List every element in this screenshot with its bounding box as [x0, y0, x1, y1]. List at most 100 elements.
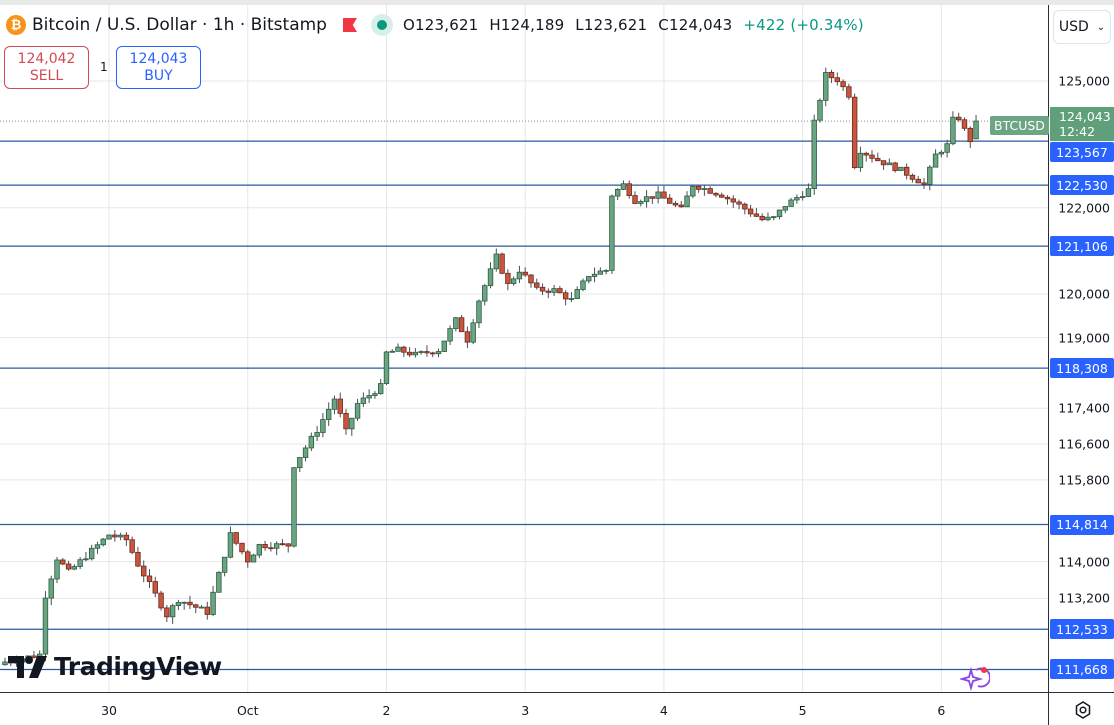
candle-body [435, 351, 442, 355]
candle-up [349, 417, 355, 436]
candle-up [216, 571, 222, 593]
candle-up [354, 398, 361, 422]
time-tick-label: 30 [101, 703, 117, 718]
candle-up [684, 191, 690, 208]
candle-down [736, 199, 742, 210]
candle-up [453, 316, 459, 332]
settings-button[interactable] [1048, 692, 1114, 725]
candle-body [314, 432, 320, 437]
price-axis[interactable]: 124,043 12:42 123,567 122,530 121,106 118,3… [1048, 5, 1114, 692]
candle-body [545, 290, 552, 293]
candle-body [788, 199, 794, 207]
candle-body [360, 397, 367, 404]
candle-body [487, 268, 494, 287]
candle-body [776, 209, 783, 218]
candle-body [245, 551, 251, 563]
candle-body [534, 282, 540, 288]
candle-body [42, 597, 49, 655]
flag-icon[interactable] [342, 18, 357, 32]
candle-down [730, 195, 736, 209]
candle-body [580, 280, 586, 290]
candle-body [181, 601, 187, 604]
candle-body [823, 71, 829, 101]
candle-body [372, 393, 378, 396]
candle-down [545, 288, 552, 299]
candle-body [54, 559, 60, 580]
candle-body [724, 196, 731, 200]
candle-body [331, 398, 338, 410]
high-label: H [489, 16, 501, 34]
candle-down [695, 184, 702, 193]
candle-body [129, 539, 135, 553]
candle-body [406, 351, 413, 356]
candle-body [279, 543, 286, 546]
candle-body [614, 189, 621, 197]
candle-down [129, 536, 135, 555]
buy-button[interactable]: 124,043 BUY [116, 46, 201, 89]
candle-body [187, 601, 193, 606]
candle-up [591, 267, 598, 283]
candle-up [823, 67, 829, 107]
candle-up [597, 267, 604, 275]
symbol-title[interactable]: Bitcoin / U.S. Dollar · 1h · Bitstamp [32, 15, 327, 35]
time-tick-label: 4 [659, 703, 668, 718]
candle-up [927, 165, 933, 191]
time-tick-label: 3 [521, 703, 530, 718]
candle-down [661, 185, 667, 199]
time-axis[interactable]: 30 Oct 2 3 4 5 6 [0, 692, 1048, 725]
candle-down [65, 560, 72, 571]
candle-down [632, 191, 638, 205]
change-value: +422 (+0.34%) [743, 16, 864, 34]
candle-body [89, 547, 95, 560]
market-status-icon[interactable] [370, 14, 393, 36]
currency-select[interactable]: USD ⌄ [1053, 10, 1111, 44]
candle-body [297, 457, 303, 469]
candle-up [614, 187, 621, 201]
candle-up [441, 340, 447, 352]
tradingview-logo[interactable]: TradingView [8, 652, 222, 681]
candle-body [210, 591, 216, 615]
candle-body [412, 351, 419, 356]
candle-down [557, 285, 563, 294]
candle-down [649, 196, 656, 205]
candle-up [447, 325, 453, 345]
candle-body [742, 203, 748, 210]
candle-body [713, 192, 719, 196]
candle-up [938, 150, 945, 158]
candle-body [250, 554, 257, 563]
level-price-label: 118,308 [1050, 358, 1114, 379]
candle-down [713, 192, 719, 198]
candle-body [719, 194, 725, 198]
candle-body [915, 178, 921, 184]
top-border [0, 0, 1114, 5]
candle-body [239, 542, 245, 553]
candle-down [141, 560, 147, 583]
sell-button[interactable]: 124,042 SELL [4, 46, 89, 89]
candle-down [869, 150, 875, 163]
candle-body [493, 253, 499, 270]
candle-up [638, 199, 644, 207]
candle-body [447, 328, 453, 342]
candle-body [626, 183, 632, 196]
candle-up [383, 350, 390, 385]
candle-body [956, 116, 962, 121]
candle-up [250, 553, 257, 563]
candle-up [198, 605, 205, 609]
sparkle-icon[interactable] [960, 664, 990, 692]
price-chart[interactable] [0, 5, 1048, 692]
candle-down [851, 93, 858, 170]
candle-body [609, 195, 615, 271]
candle-body [591, 273, 598, 277]
quantity[interactable]: 1 [100, 60, 108, 74]
candle-body [169, 605, 176, 618]
close-label: C [658, 16, 669, 34]
candle-body [383, 351, 390, 384]
level-price-label: 122,530 [1050, 175, 1114, 196]
candle-up [817, 98, 823, 123]
candle-body [401, 346, 407, 353]
candle-up [320, 413, 326, 438]
candle-up [568, 292, 575, 303]
candle-up [377, 378, 384, 395]
candle-body [782, 206, 788, 211]
candle-body [851, 96, 858, 168]
